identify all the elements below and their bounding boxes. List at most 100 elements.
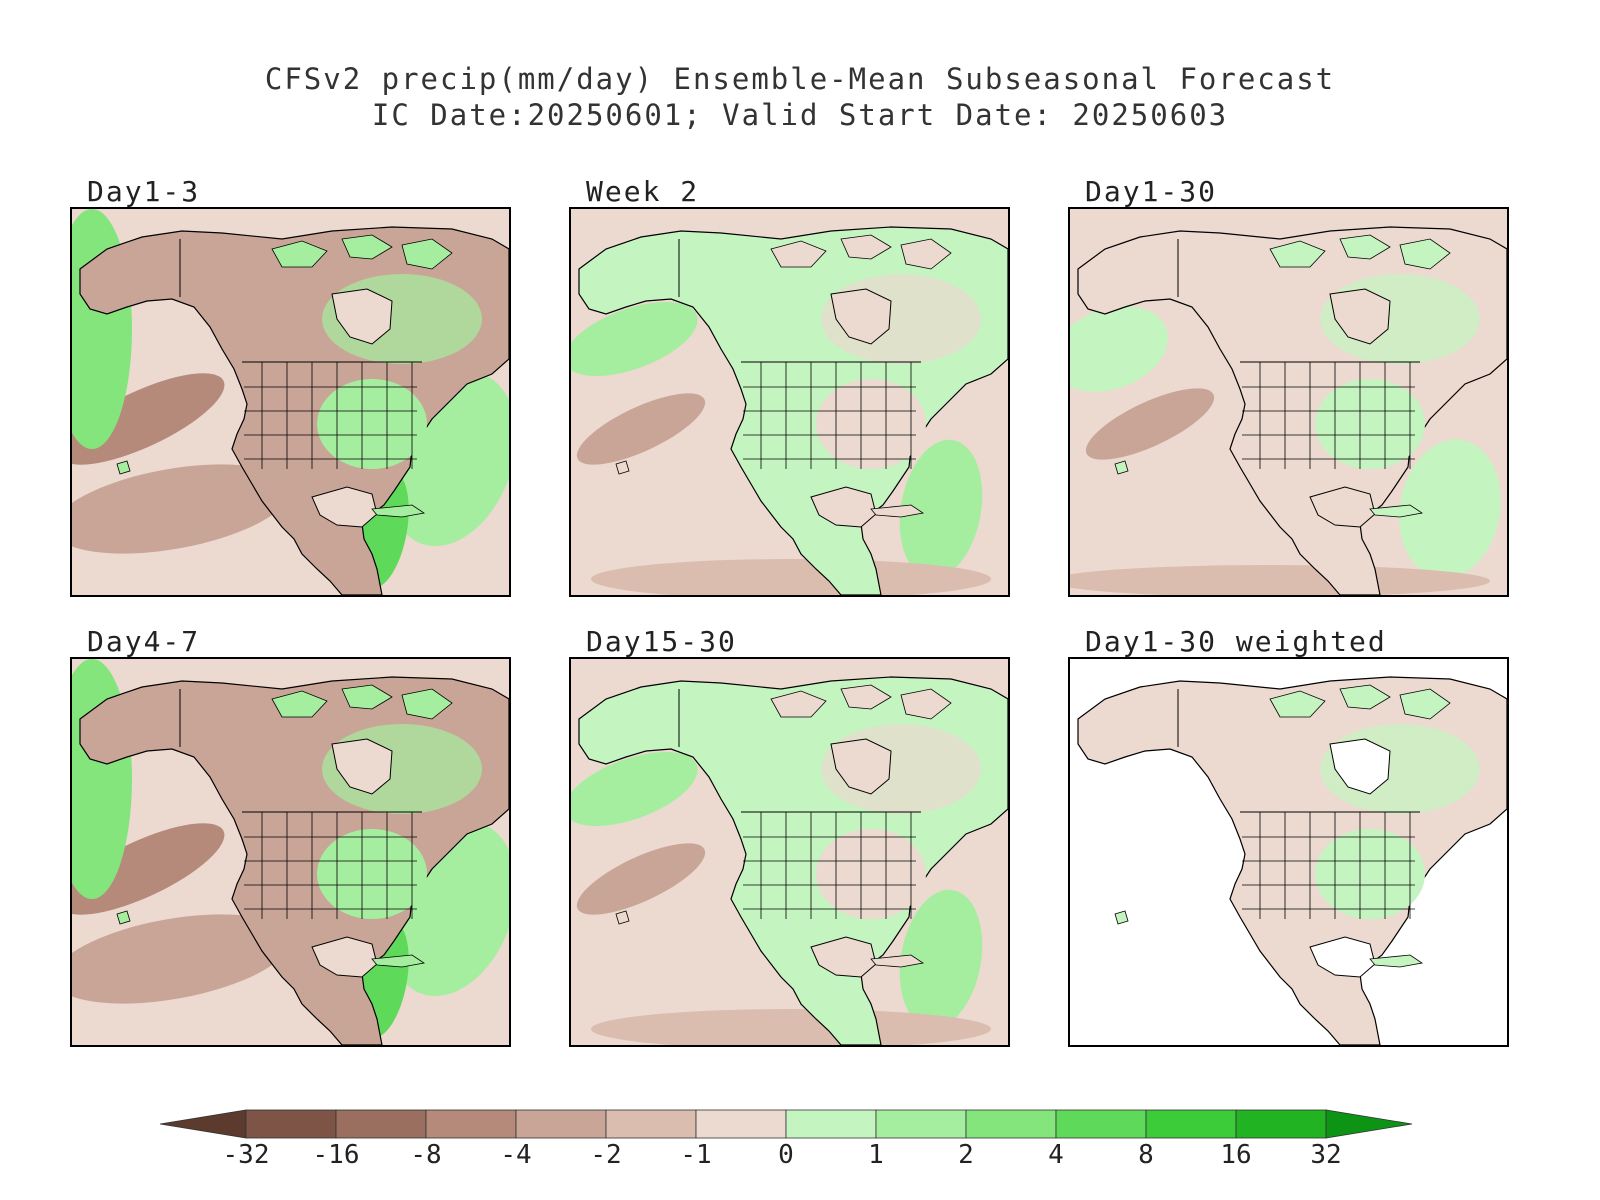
precip-anomaly-region	[1070, 565, 1490, 595]
panel-label-week2: Week 2	[586, 175, 700, 208]
map-panel-day1-3	[70, 207, 511, 597]
colorbar-tick-label: -16	[312, 1140, 360, 1170]
island	[1369, 504, 1424, 518]
figure-title-line1: CFSv2 precip(mm/day) Ensemble-Mean Subse…	[264, 62, 1336, 96]
island	[900, 238, 952, 270]
colorbar-tick-label: -8	[410, 1140, 442, 1170]
island	[341, 684, 393, 710]
precip-anomaly-region	[571, 302, 698, 376]
hawaii-island	[116, 910, 131, 925]
precip-anomaly-region	[591, 559, 991, 595]
colorbar-tick-label: 2	[958, 1140, 974, 1170]
map-svg	[1070, 209, 1507, 595]
hawaii-island	[1114, 910, 1129, 925]
colorbar-segment	[965, 1109, 1057, 1139]
colorbar	[160, 1109, 1413, 1139]
colorbar-tick-label: 16	[1220, 1140, 1252, 1170]
colorbar-arrow-low	[160, 1109, 247, 1139]
map-svg	[571, 209, 1008, 595]
colorbar-tick-label: 8	[1138, 1140, 1154, 1170]
gulf-of-mexico	[1309, 936, 1376, 978]
panel-label-day15-30: Day15-30	[586, 625, 737, 658]
map-panel-day4-7	[70, 657, 511, 1047]
state-borders	[743, 362, 916, 469]
island	[1269, 690, 1326, 718]
panel-label-day4-7: Day4-7	[87, 625, 201, 658]
map-svg	[72, 209, 509, 595]
precip-anomaly-region	[899, 889, 983, 1029]
figure-title-line2: IC Date:20250601; Valid Start Date: 2025…	[371, 98, 1229, 132]
state-borders	[244, 812, 417, 919]
island	[770, 690, 827, 718]
colorbar-tick-label: -2	[590, 1140, 622, 1170]
precip-anomaly-region	[1085, 388, 1215, 460]
island	[1399, 688, 1451, 720]
colorbar-segment	[1145, 1109, 1237, 1139]
map-panel-day1-30	[1068, 207, 1509, 597]
colorbar-segment	[1235, 1109, 1327, 1139]
island	[1269, 240, 1326, 268]
map-svg	[571, 659, 1008, 1045]
hudson-bay	[830, 288, 892, 345]
land-precip-region	[1315, 379, 1425, 469]
island	[371, 504, 426, 518]
land-precip-region	[1315, 829, 1425, 919]
precip-anomaly-region	[576, 393, 706, 465]
precip-anomaly-region	[72, 464, 291, 554]
hawaii-island	[615, 910, 630, 925]
gulf-of-mexico	[810, 936, 877, 978]
colorbar-tick-label: -32	[222, 1140, 270, 1170]
colorbar-segment	[785, 1109, 877, 1139]
island	[900, 688, 952, 720]
colorbar-tick-label: 32	[1310, 1140, 1342, 1170]
colorbar-segment	[335, 1109, 427, 1139]
colorbar-tick-label: -1	[680, 1140, 712, 1170]
gulf-of-mexico	[311, 486, 378, 528]
island	[401, 238, 453, 270]
precip-anomaly-region	[1399, 439, 1501, 579]
gulf-of-mexico	[1309, 486, 1376, 528]
state-borders	[743, 812, 916, 919]
island	[840, 684, 892, 710]
island	[1339, 234, 1391, 260]
land-precip-region	[317, 829, 427, 919]
colorbar-segment	[605, 1109, 697, 1139]
island	[870, 954, 925, 968]
hawaii-island	[116, 460, 131, 475]
map-svg	[1070, 659, 1507, 1045]
map-panel-day15-30	[569, 657, 1010, 1047]
gulf-of-mexico	[311, 936, 378, 978]
panel-label-day1-30: Day1-30	[1085, 175, 1218, 208]
island	[870, 504, 925, 518]
gulf-of-mexico	[810, 486, 877, 528]
hudson-bay	[1329, 288, 1391, 345]
precip-anomaly-region	[72, 914, 291, 1004]
colorbar-segment	[515, 1109, 607, 1139]
precip-anomaly-region	[899, 439, 983, 579]
hudson-bay	[830, 738, 892, 795]
island	[271, 240, 328, 268]
island	[770, 240, 827, 268]
island	[1399, 238, 1451, 270]
state-borders	[1242, 812, 1415, 919]
colorbar-segment	[245, 1109, 337, 1139]
island	[1369, 954, 1424, 968]
precip-anomaly-region	[591, 1009, 991, 1045]
hudson-bay	[1329, 738, 1391, 795]
map-svg	[72, 659, 509, 1045]
colorbar-tick-label: 0	[778, 1140, 794, 1170]
map-panel-day1-30-weighted	[1068, 657, 1509, 1047]
island	[401, 688, 453, 720]
colorbar-segment	[695, 1109, 787, 1139]
hawaii-island	[615, 460, 630, 475]
panel-label-day1-30-weighted: Day1-30 weighted	[1085, 625, 1387, 658]
precip-anomaly-region	[571, 752, 698, 826]
island	[341, 234, 393, 260]
colorbar-arrow-high	[1325, 1109, 1413, 1139]
colorbar-tick-label: 4	[1048, 1140, 1064, 1170]
land-precip-region	[816, 379, 926, 469]
hawaii-island	[1114, 460, 1129, 475]
colorbar-segment	[1055, 1109, 1147, 1139]
colorbar-tick-label: -4	[500, 1140, 532, 1170]
island	[1339, 684, 1391, 710]
